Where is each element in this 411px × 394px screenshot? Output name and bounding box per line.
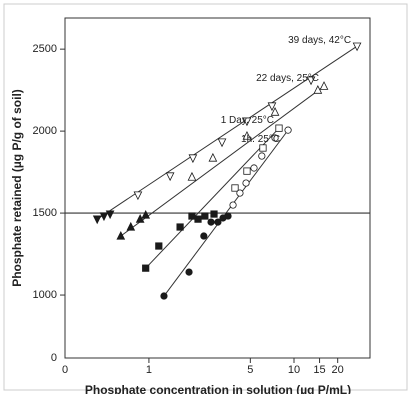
marker bbox=[267, 102, 277, 112]
y-origin-label: 0 bbox=[51, 352, 57, 364]
series-label: 1h. 25°C bbox=[241, 134, 280, 145]
y-tick-label: 2500 bbox=[33, 43, 57, 55]
marker bbox=[250, 164, 258, 172]
marker bbox=[185, 268, 193, 276]
marker bbox=[188, 212, 196, 220]
marker bbox=[306, 76, 316, 86]
marker bbox=[187, 171, 197, 181]
fit-line bbox=[145, 127, 280, 269]
marker bbox=[236, 189, 244, 197]
marker bbox=[160, 292, 168, 300]
marker bbox=[165, 172, 175, 182]
x-axis-title: Phosphate concentration in solution (µg … bbox=[85, 383, 351, 394]
marker bbox=[208, 152, 218, 162]
marker bbox=[229, 201, 237, 209]
marker bbox=[176, 223, 184, 231]
marker bbox=[243, 167, 251, 175]
marker bbox=[258, 152, 266, 160]
marker bbox=[352, 42, 362, 52]
marker bbox=[116, 230, 126, 240]
plot-area bbox=[64, 17, 371, 359]
frame bbox=[3, 3, 408, 391]
marker bbox=[271, 134, 279, 142]
x-origin-label: 0 bbox=[62, 364, 68, 376]
y-tick-label: 1000 bbox=[33, 289, 57, 301]
marker bbox=[105, 210, 115, 220]
marker bbox=[259, 144, 267, 152]
marker bbox=[92, 215, 102, 225]
y-axis-title: Phosphate retained (µg P/g of soil) bbox=[10, 89, 24, 287]
x-tick-label: 1 bbox=[146, 364, 152, 376]
series-label: 39 days, 42°C bbox=[288, 35, 351, 46]
marker bbox=[194, 215, 202, 223]
marker bbox=[319, 81, 329, 90]
marker bbox=[133, 191, 143, 201]
fit-line bbox=[96, 45, 358, 220]
marker bbox=[210, 210, 218, 218]
marker bbox=[242, 179, 250, 187]
marker bbox=[313, 85, 323, 94]
series-label: 1 Day, 25°C bbox=[221, 115, 274, 126]
x-tick-label: 20 bbox=[332, 364, 344, 376]
marker bbox=[217, 138, 227, 148]
x-tick-label: 10 bbox=[288, 364, 300, 376]
marker bbox=[284, 126, 292, 134]
marker bbox=[126, 221, 136, 231]
marker bbox=[141, 209, 151, 219]
x-tick-label: 5 bbox=[247, 364, 253, 376]
marker bbox=[224, 212, 232, 220]
fit-line bbox=[120, 85, 325, 237]
marker bbox=[214, 218, 222, 226]
x-tick-label: 15 bbox=[313, 364, 325, 376]
marker bbox=[207, 218, 215, 226]
y-tick-label: 1500 bbox=[33, 207, 57, 219]
marker bbox=[188, 154, 198, 164]
series-label: 22 days, 25°C bbox=[256, 73, 319, 84]
y-tick-label: 2000 bbox=[33, 125, 57, 137]
marker bbox=[242, 130, 252, 140]
marker bbox=[201, 212, 209, 220]
marker bbox=[242, 117, 252, 127]
marker bbox=[270, 107, 280, 116]
marker bbox=[200, 232, 208, 240]
marker bbox=[275, 124, 283, 132]
marker bbox=[142, 264, 150, 272]
marker bbox=[231, 184, 239, 192]
marker bbox=[99, 212, 109, 222]
marker bbox=[155, 242, 163, 250]
